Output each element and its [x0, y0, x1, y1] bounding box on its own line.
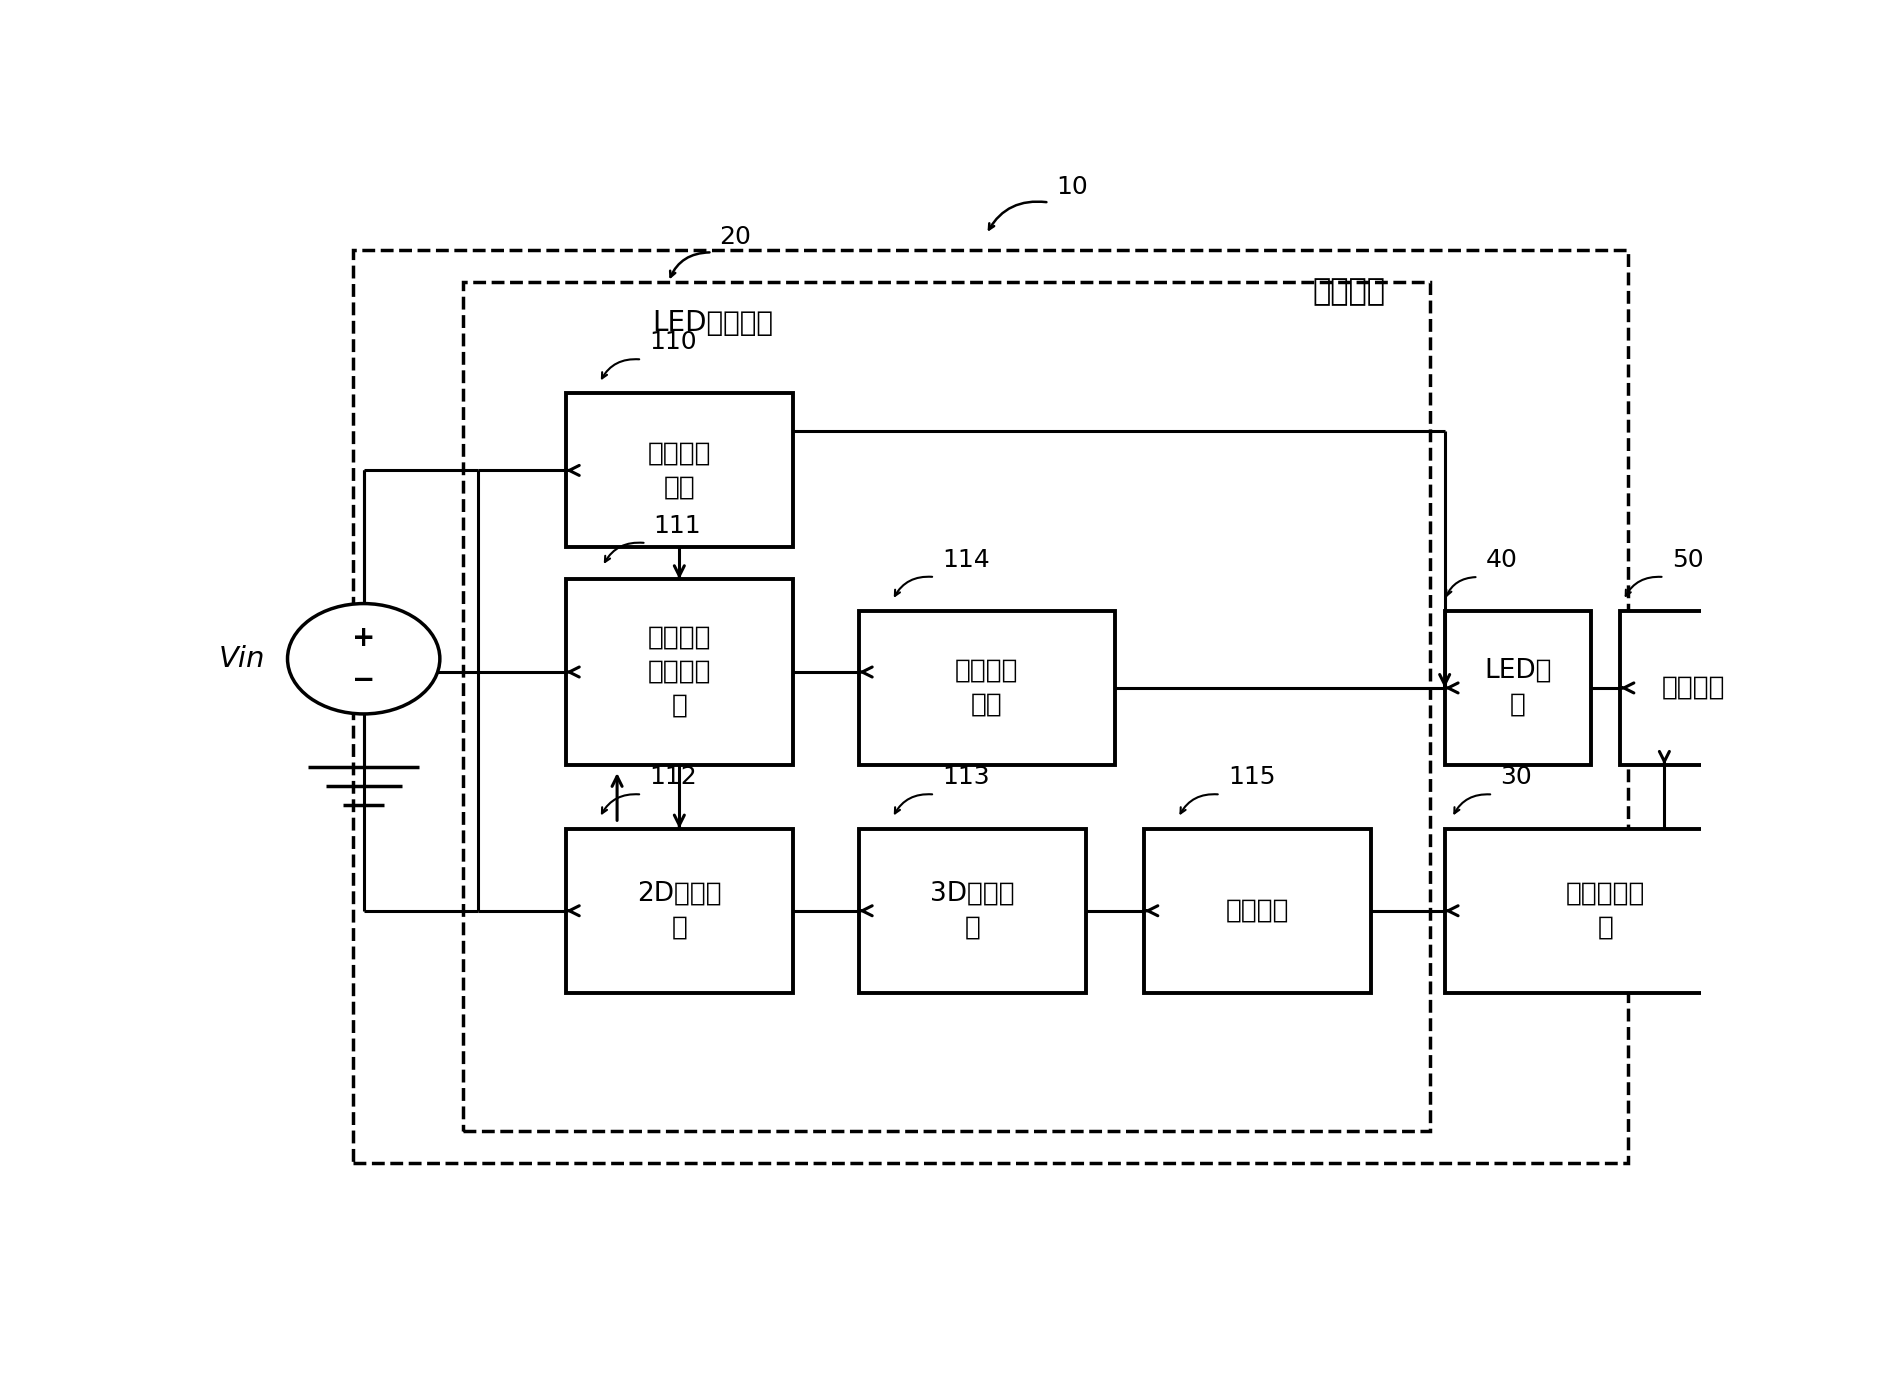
- Text: LED阵: LED阵: [1483, 657, 1551, 683]
- Text: 电路: 电路: [663, 474, 695, 500]
- Text: 器: 器: [671, 693, 688, 719]
- Bar: [463, 282, 1430, 1131]
- Text: 2D参数电: 2D参数电: [637, 881, 722, 907]
- Text: 列: 列: [1509, 692, 1524, 718]
- Text: 50: 50: [1670, 547, 1702, 572]
- Text: 电路: 电路: [971, 692, 1003, 718]
- Text: 显示设备: 显示设备: [1313, 277, 1385, 306]
- Bar: [565, 579, 793, 765]
- Bar: [858, 610, 1115, 765]
- Text: 3D参数电: 3D参数电: [929, 881, 1014, 907]
- Text: 115: 115: [1228, 765, 1275, 790]
- Text: 路: 路: [671, 915, 688, 941]
- Text: 40: 40: [1485, 547, 1517, 572]
- Bar: [1143, 828, 1371, 994]
- Text: 113: 113: [943, 765, 990, 790]
- Text: 112: 112: [650, 765, 697, 790]
- Text: 111: 111: [654, 514, 701, 537]
- Bar: [1443, 610, 1591, 765]
- Text: 微控制器: 微控制器: [1226, 897, 1288, 923]
- Text: Vin: Vin: [219, 645, 264, 672]
- Text: 调制控制: 调制控制: [648, 659, 710, 685]
- Circle shape: [287, 604, 440, 714]
- Text: 路: 路: [963, 915, 980, 941]
- Text: 30: 30: [1500, 765, 1532, 790]
- Text: −: −: [351, 666, 376, 693]
- Text: 显示面板: 显示面板: [1660, 675, 1725, 701]
- Text: LED驱动系统: LED驱动系统: [652, 309, 773, 336]
- Text: 面板驱动系: 面板驱动系: [1566, 881, 1645, 907]
- Text: 电源转换: 电源转换: [648, 441, 710, 466]
- Bar: [1619, 610, 1766, 765]
- Text: 脉冲宽度: 脉冲宽度: [648, 626, 710, 650]
- Text: +: +: [351, 624, 376, 652]
- Bar: [353, 251, 1626, 1163]
- Text: 20: 20: [720, 225, 752, 249]
- Text: 统: 统: [1596, 915, 1613, 941]
- Bar: [1443, 828, 1766, 994]
- Bar: [565, 828, 793, 994]
- Text: 110: 110: [650, 331, 697, 354]
- Text: 电流平衡: 电流平衡: [954, 657, 1018, 683]
- Text: 10: 10: [1056, 175, 1088, 200]
- Bar: [858, 828, 1084, 994]
- Bar: [565, 394, 793, 547]
- Text: 114: 114: [943, 547, 990, 572]
